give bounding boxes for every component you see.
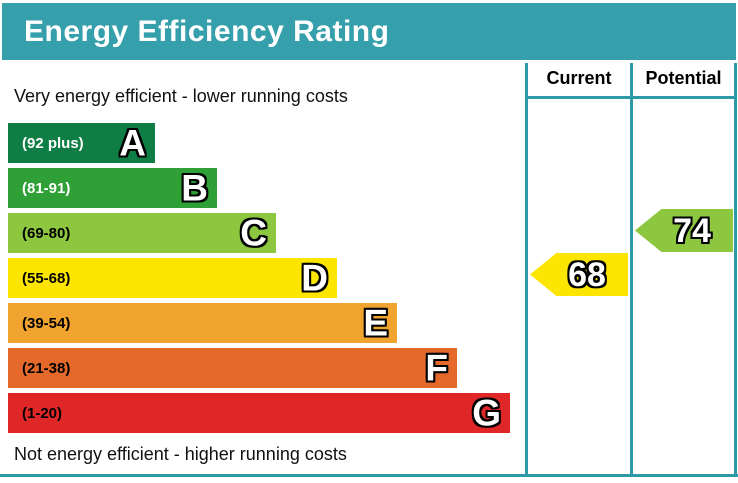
band-row-b: (81-91) B xyxy=(8,168,217,208)
band-range-label: (69-80) xyxy=(22,224,71,242)
band-range-label: (1-20) xyxy=(22,404,63,422)
band-letter: A xyxy=(119,122,146,164)
caption-not-efficient: Not energy efficient - higher running co… xyxy=(14,444,347,464)
caption-very-efficient: Very energy efficient - lower running co… xyxy=(14,86,348,106)
band-row-f: (21-38) F xyxy=(8,348,457,388)
table-border-middle xyxy=(630,63,633,477)
current-rating-value: 68 xyxy=(568,255,606,294)
table-border-left xyxy=(525,63,528,477)
current-rating-arrow: 68 xyxy=(530,253,628,296)
band-range-label: (21-38) xyxy=(22,359,71,377)
band-row-a: (92 plus) A xyxy=(8,123,155,163)
band-range-label: (92 plus) xyxy=(22,134,84,152)
potential-rating-value: 74 xyxy=(673,211,711,250)
band-letter: B xyxy=(181,167,208,209)
potential-rating-arrow: 74 xyxy=(635,209,733,252)
band-letter: E xyxy=(363,302,388,344)
table-header-underline xyxy=(525,96,737,99)
band-letter: F xyxy=(425,347,448,389)
band-row-g: (1-20) G xyxy=(8,393,510,433)
page-title: Energy Efficiency Rating xyxy=(2,3,736,60)
table-border-bottom xyxy=(0,474,738,477)
band-range-label: (39-54) xyxy=(22,314,71,332)
band-letter: G xyxy=(472,392,501,434)
band-letter: D xyxy=(301,257,328,299)
current-column-header: Current xyxy=(546,68,612,88)
band-range-label: (81-91) xyxy=(22,179,71,197)
band-range-label: (55-68) xyxy=(22,269,71,287)
band-letter: C xyxy=(240,212,267,254)
potential-column-header: Potential xyxy=(645,68,722,88)
table-border-right xyxy=(734,63,737,477)
band-row-d: (55-68) D xyxy=(8,258,337,298)
band-row-e: (39-54) E xyxy=(8,303,397,343)
band-row-c: (69-80) C xyxy=(8,213,276,253)
